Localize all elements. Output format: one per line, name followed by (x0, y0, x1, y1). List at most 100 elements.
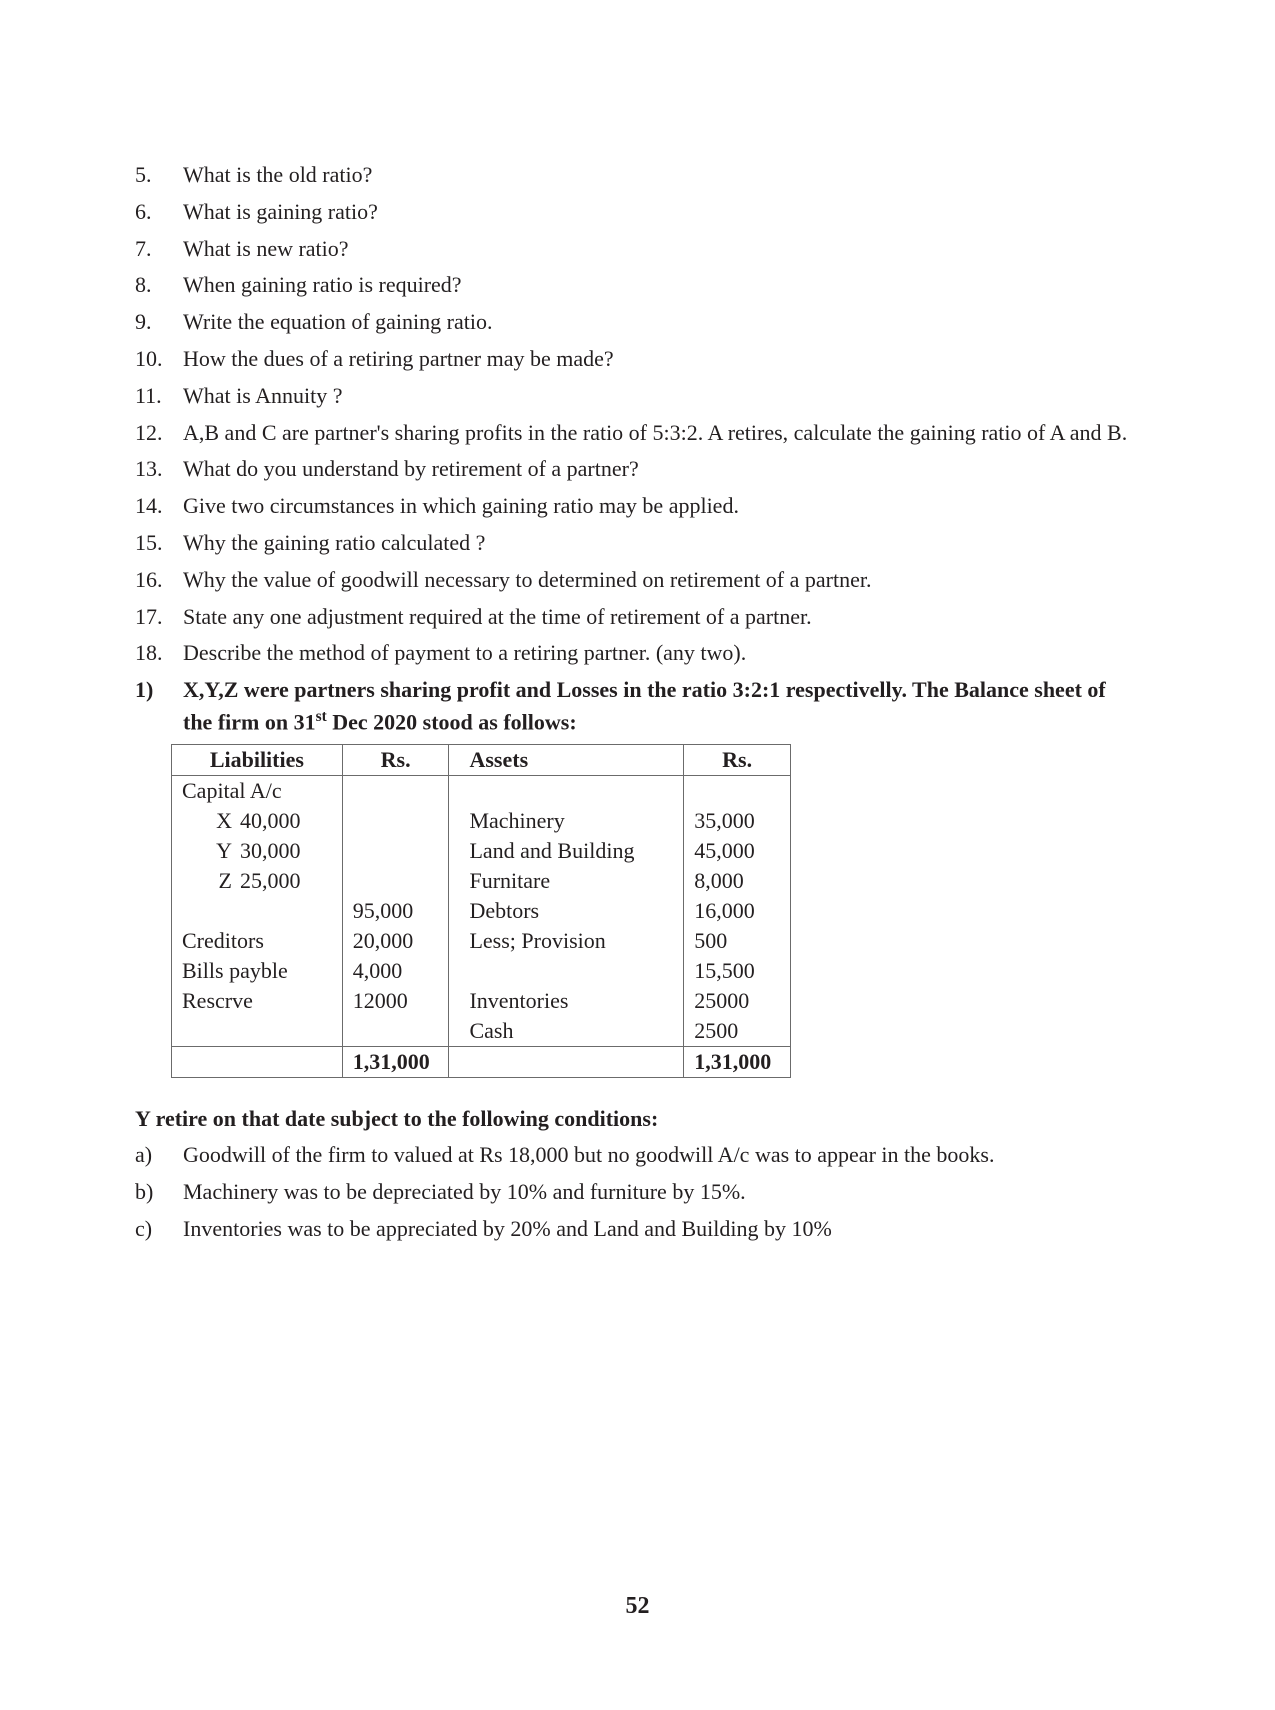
question-text: Why the value of goodwill necessary to d… (183, 565, 1140, 596)
cell-rs-right: 35,000 (684, 806, 791, 836)
cell-asset: Land and Building (449, 836, 684, 866)
cell-rs-left: 4,000 (342, 956, 449, 986)
question-row: 10.How the dues of a retiring partner ma… (135, 344, 1140, 375)
question-number: 7. (135, 234, 183, 265)
cell-liability: X40,000 (172, 806, 343, 836)
cell-asset: Machinery (449, 806, 684, 836)
condition-row: c)Inventories was to be appreciated by 2… (135, 1214, 1140, 1245)
cell-rs-right (684, 776, 791, 807)
question-number: 17. (135, 602, 183, 633)
cell-rs-right: 2500 (684, 1016, 791, 1047)
cell-total-asset (449, 1047, 684, 1078)
question-row: 5.What is the old ratio? (135, 160, 1140, 191)
table-row: Rescrve12000Inventories25000 (172, 986, 791, 1016)
question-text: When gaining ratio is required? (183, 270, 1140, 301)
question-number: 12. (135, 418, 183, 449)
question-number: 14. (135, 491, 183, 522)
question-number: 13. (135, 454, 183, 485)
cell-total-rs-left: 1,31,000 (342, 1047, 449, 1078)
capital-partner-value: 30,000 (240, 838, 301, 864)
cell-rs-right: 8,000 (684, 866, 791, 896)
cell-rs-left (342, 836, 449, 866)
table-row: Creditors20,000Less; Provision500 (172, 926, 791, 956)
problem-intro-sup: st (316, 708, 327, 725)
cell-total-rs-right: 1,31,000 (684, 1047, 791, 1078)
problem-row: 1) X,Y,Z were partners sharing profit an… (135, 675, 1140, 738)
cell-asset: Furnitare (449, 866, 684, 896)
cell-rs-right: 500 (684, 926, 791, 956)
capital-partner-value: 25,000 (240, 868, 301, 894)
problem-intro: X,Y,Z were partners sharing profit and L… (183, 675, 1140, 738)
question-text: Write the equation of gaining ratio. (183, 307, 1140, 338)
cell-rs-left (342, 1016, 449, 1047)
conditions-list: a)Goodwill of the firm to valued at Rs 1… (135, 1140, 1140, 1244)
cell-rs-left (342, 776, 449, 807)
capital-partner-label: Y (182, 838, 240, 864)
question-text: What is new ratio? (183, 234, 1140, 265)
condition-text: Inventories was to be appreciated by 20%… (183, 1214, 1140, 1245)
question-number: 11. (135, 381, 183, 412)
question-row: 11.What is Annuity ? (135, 381, 1140, 412)
table-row: X40,000 Machinery35,000 (172, 806, 791, 836)
th-assets: Assets (449, 745, 684, 776)
question-number: 18. (135, 638, 183, 669)
cell-asset: Cash (449, 1016, 684, 1047)
cell-rs-right: 25000 (684, 986, 791, 1016)
cell-rs-left: 20,000 (342, 926, 449, 956)
cell-rs-left: 95,000 (342, 896, 449, 926)
cell-rs-right: 15,500 (684, 956, 791, 986)
condition-letter: a) (135, 1140, 183, 1171)
problem-number: 1) (135, 675, 183, 706)
table-row: Z25,000 Furnitare8,000 (172, 866, 791, 896)
condition-text: Machinery was to be depreciated by 10% a… (183, 1177, 1140, 1208)
conditions-heading: Y retire on that date subject to the fol… (135, 1106, 1140, 1132)
table-header-row: Liabilities Rs. Assets Rs. (172, 745, 791, 776)
question-row: 8.When gaining ratio is required? (135, 270, 1140, 301)
condition-text: Goodwill of the firm to valued at Rs 18,… (183, 1140, 1140, 1171)
question-text: What is gaining ratio? (183, 197, 1140, 228)
cell-total-liab (172, 1047, 343, 1078)
question-row: 7.What is new ratio? (135, 234, 1140, 265)
question-row: 6.What is gaining ratio? (135, 197, 1140, 228)
capital-partner-value: 40,000 (240, 808, 301, 834)
cell-liability: Y30,000 (172, 836, 343, 866)
cell-liability: Capital A/c (172, 776, 343, 807)
question-text: Why the gaining ratio calculated ? (183, 528, 1140, 559)
table-row: 95,000Debtors16,000 (172, 896, 791, 926)
question-row: 15.Why the gaining ratio calculated ? (135, 528, 1140, 559)
balance-sheet-wrap: Liabilities Rs. Assets Rs. Capital A/cX4… (171, 744, 1140, 1078)
cell-asset: Less; Provision (449, 926, 684, 956)
question-number: 15. (135, 528, 183, 559)
page-number: 52 (0, 1593, 1275, 1620)
cell-asset (449, 776, 684, 807)
cell-rs-left (342, 866, 449, 896)
question-list: 5.What is the old ratio? 6.What is gainin… (135, 160, 1140, 669)
table-row: Y30,000 Land and Building45,000 (172, 836, 791, 866)
cell-liability (172, 1016, 343, 1047)
question-text: What is the old ratio? (183, 160, 1140, 191)
question-row: 13.What do you understand by retirement … (135, 454, 1140, 485)
condition-letter: b) (135, 1177, 183, 1208)
question-row: 14.Give two circumstances in which gaini… (135, 491, 1140, 522)
question-number: 9. (135, 307, 183, 338)
th-rs-left: Rs. (342, 745, 449, 776)
cell-rs-right: 45,000 (684, 836, 791, 866)
condition-row: a)Goodwill of the firm to valued at Rs 1… (135, 1140, 1140, 1171)
balance-sheet-table: Liabilities Rs. Assets Rs. Capital A/cX4… (171, 744, 791, 1078)
question-text: How the dues of a retiring partner may b… (183, 344, 1140, 375)
th-liabilities: Liabilities (172, 745, 343, 776)
question-number: 6. (135, 197, 183, 228)
table-row: Cash2500 (172, 1016, 791, 1047)
question-text: State any one adjustment required at the… (183, 602, 1140, 633)
question-text: Describe the method of payment to a reti… (183, 638, 1140, 669)
question-row: 17.State any one adjustment required at … (135, 602, 1140, 633)
cell-asset (449, 956, 684, 986)
capital-partner-label: Z (182, 868, 240, 894)
table-row: Bills payble4,000 15,500 (172, 956, 791, 986)
question-text: What do you understand by retirement of … (183, 454, 1140, 485)
question-row: 12.A,B and C are partner's sharing profi… (135, 418, 1140, 449)
question-row: 18.Describe the method of payment to a r… (135, 638, 1140, 669)
cell-liability: Bills payble (172, 956, 343, 986)
cell-asset: Debtors (449, 896, 684, 926)
cell-asset: Inventories (449, 986, 684, 1016)
